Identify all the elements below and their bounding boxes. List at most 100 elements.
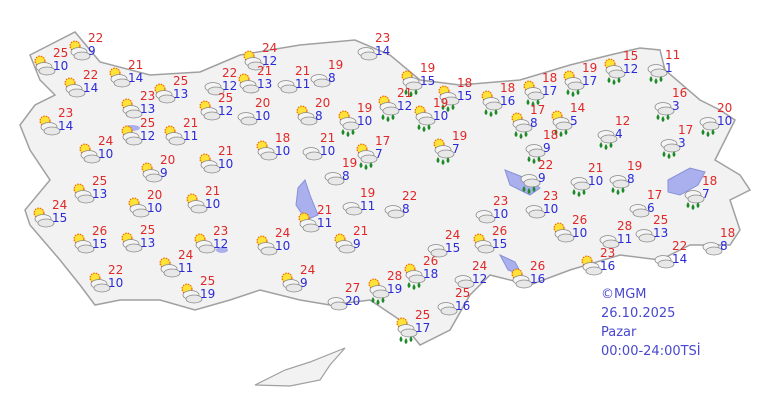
- station: 20 8: [293, 96, 343, 132]
- min-temp: 9: [300, 276, 308, 290]
- min-temp: 13: [140, 236, 156, 250]
- min-temp: 17: [582, 74, 598, 88]
- min-temp: 11: [295, 77, 311, 91]
- max-temp: 23: [543, 189, 559, 203]
- station: 25 13: [151, 74, 201, 110]
- max-temp: 11: [665, 48, 681, 62]
- max-temp: 21: [397, 86, 413, 100]
- station: 20 10: [695, 101, 745, 137]
- station: 26 15: [470, 224, 520, 260]
- station: 20 10: [233, 96, 283, 132]
- min-temp: 14: [58, 119, 74, 133]
- max-temp: 19: [328, 58, 344, 72]
- station: 24 10: [76, 134, 126, 170]
- max-temp: 21: [218, 144, 234, 158]
- station: 18 17: [520, 71, 570, 107]
- station: 11 1: [643, 48, 693, 84]
- station: 27 20: [323, 281, 373, 317]
- lake-beysehir: [216, 247, 228, 253]
- min-temp: 14: [83, 81, 99, 95]
- min-temp: 9: [353, 237, 361, 251]
- station: 18 8: [698, 226, 748, 262]
- max-temp: 25: [200, 274, 216, 288]
- station: 26 16: [508, 259, 558, 295]
- max-temp: 21: [353, 224, 369, 238]
- min-temp: 19: [387, 282, 403, 296]
- station: 18 10: [253, 131, 303, 167]
- max-temp: 21: [317, 203, 333, 217]
- min-temp: 10: [255, 109, 271, 123]
- station: 23 16: [578, 246, 628, 282]
- station: 18 7: [680, 174, 730, 210]
- max-temp: 18: [702, 174, 718, 188]
- station: 21 10: [196, 144, 246, 180]
- max-temp: 18: [542, 71, 558, 85]
- max-temp: 23: [58, 106, 74, 120]
- min-temp: 10: [588, 174, 604, 188]
- min-temp: 17: [542, 84, 558, 98]
- min-temp: 10: [53, 59, 69, 73]
- min-temp: 13: [140, 102, 156, 116]
- min-temp: 4: [615, 127, 623, 141]
- max-temp: 28: [387, 269, 403, 283]
- min-temp: 16: [455, 299, 471, 313]
- max-temp: 19: [420, 61, 436, 75]
- min-temp: 10: [493, 207, 509, 221]
- station: 19 7: [430, 129, 480, 165]
- station: 16 3: [650, 86, 700, 122]
- station: 17 6: [625, 188, 675, 224]
- min-temp: 14: [375, 44, 391, 58]
- station: 22 10: [86, 263, 136, 299]
- station: 19 8: [306, 58, 356, 94]
- max-temp: 20: [147, 188, 163, 202]
- min-temp: 20: [345, 294, 361, 308]
- station: 24 9: [278, 263, 328, 299]
- max-temp: 26: [92, 224, 108, 238]
- max-temp: 19: [582, 61, 598, 75]
- station: 19 10: [411, 96, 461, 132]
- max-temp: 20: [160, 153, 176, 167]
- min-temp: 5: [570, 114, 578, 128]
- max-temp: 25: [218, 91, 234, 105]
- station: 25 12: [118, 116, 168, 152]
- station: 25 13: [70, 174, 120, 210]
- min-temp: 11: [360, 199, 376, 213]
- station: 25 17: [393, 308, 443, 344]
- max-temp: 21: [183, 116, 199, 130]
- station: 25 16: [433, 286, 483, 322]
- station: 22 8: [380, 189, 430, 225]
- min-temp: 8: [328, 71, 336, 85]
- min-temp: 13: [257, 77, 273, 91]
- min-temp: 6: [647, 201, 655, 215]
- min-temp: 10: [572, 226, 588, 240]
- max-temp: 22: [402, 189, 418, 203]
- station: 15 12: [601, 49, 651, 85]
- max-temp: 23: [140, 89, 156, 103]
- max-temp: 26: [530, 259, 546, 273]
- min-temp: 10: [108, 276, 124, 290]
- min-temp: 12: [472, 272, 488, 286]
- min-temp: 19: [200, 287, 216, 301]
- station: 20 9: [138, 153, 188, 189]
- min-temp: 9: [160, 166, 168, 180]
- max-temp: 22: [88, 31, 104, 45]
- min-temp: 15: [492, 237, 508, 251]
- max-temp: 17: [375, 134, 391, 148]
- max-temp: 26: [492, 224, 508, 238]
- max-temp: 18: [543, 128, 559, 142]
- station: 22 12: [200, 66, 250, 102]
- min-temp: 12: [623, 62, 639, 76]
- min-temp: 12: [262, 54, 278, 68]
- max-temp: 28: [617, 219, 633, 233]
- max-temp: 12: [615, 114, 631, 128]
- min-temp: 8: [720, 239, 728, 253]
- cyprus: [254, 347, 346, 387]
- max-temp: 18: [457, 76, 473, 90]
- station: 19 8: [320, 156, 370, 192]
- min-temp: 1: [665, 61, 673, 75]
- max-temp: 25: [653, 213, 669, 227]
- max-temp: 18: [500, 81, 516, 95]
- min-temp: 12: [218, 104, 234, 118]
- station: 25 13: [631, 213, 681, 249]
- station: 24 12: [240, 41, 290, 77]
